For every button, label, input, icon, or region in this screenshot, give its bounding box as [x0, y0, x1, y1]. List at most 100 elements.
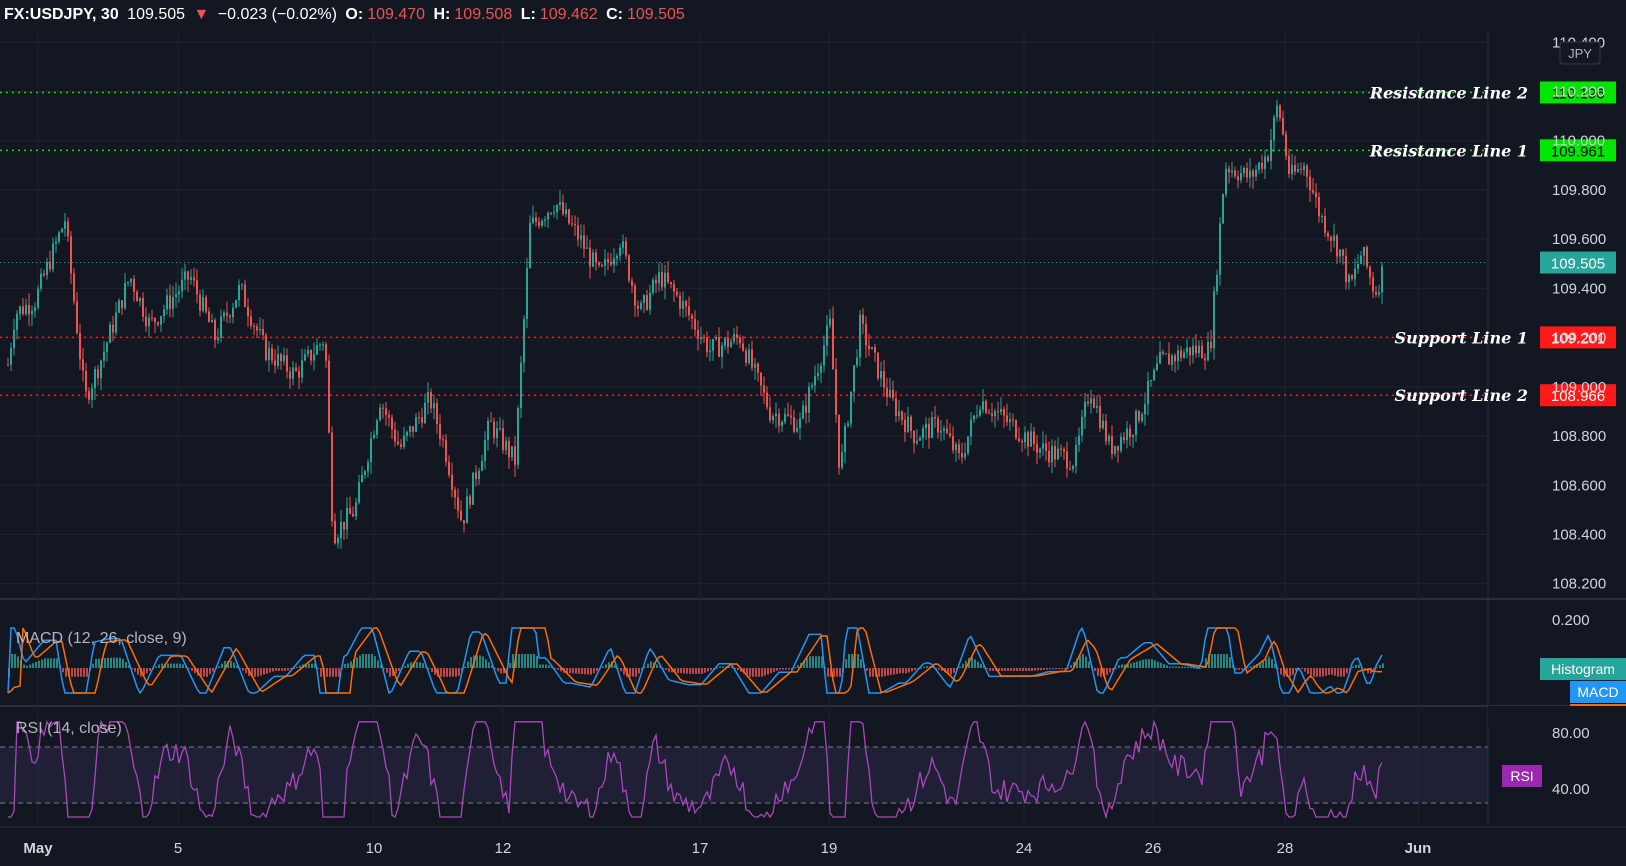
candle-body: [1015, 420, 1017, 439]
macd-legend-label: MACD: [1577, 684, 1618, 700]
macd-histogram-bar: [1148, 659, 1150, 668]
symbol-name[interactable]: FX:USDJPY, 30: [4, 6, 119, 23]
candle-body: [619, 247, 621, 256]
macd-histogram-bar: [740, 668, 742, 672]
sr-line-name: Resistance Line 1: [1369, 141, 1528, 160]
macd-histogram-bar: [1190, 667, 1192, 669]
candle-body: [1132, 434, 1134, 438]
macd-pane[interactable]: 0.200HistogramMACDSignal: [7, 612, 1626, 726]
macd-histogram-bar: [557, 668, 559, 670]
macd-histogram-bar: [389, 668, 391, 677]
macd-histogram-bar: [293, 668, 295, 669]
rsi-title: RSI (14, close): [16, 720, 122, 737]
macd-histogram-bar: [647, 663, 649, 668]
macd-histogram-bar: [605, 664, 607, 668]
candle-body: [1039, 448, 1041, 453]
horizontal-lines[interactable]: Resistance Line 2 110.196 Resistance Line …: [0, 81, 1616, 407]
macd-histogram-bar: [902, 668, 904, 674]
macd-histogram-bar: [872, 668, 874, 677]
macd-histogram-bar: [449, 668, 451, 677]
candle-body: [1072, 466, 1074, 470]
macd-histogram-bar: [209, 668, 211, 675]
candle-body: [649, 292, 651, 310]
candle-body: [667, 272, 669, 283]
macd-histogram-bar: [329, 668, 331, 677]
candle-body: [583, 235, 585, 249]
macd-histogram-bar: [482, 656, 484, 668]
candle-body: [580, 235, 582, 240]
candle-body: [1084, 401, 1086, 417]
macd-histogram-bar: [476, 655, 478, 668]
candle-body: [481, 460, 483, 471]
candle-body: [1312, 190, 1314, 193]
macd-histogram-bar: [767, 668, 769, 675]
macd-histogram-bar: [362, 654, 364, 668]
macd-histogram-bar: [1157, 661, 1159, 668]
candle-body: [436, 403, 438, 424]
macd-histogram-bar: [494, 668, 496, 669]
candle-body: [121, 300, 123, 309]
candle-body: [214, 320, 216, 341]
candle-body: [442, 439, 444, 441]
candle-body: [79, 333, 81, 360]
macd-histogram-bar: [278, 668, 280, 671]
candle-body: [949, 433, 951, 437]
candle-body: [976, 415, 978, 417]
macd-histogram-bar: [911, 668, 913, 672]
candle-body: [70, 236, 72, 274]
time-axis[interactable]: May 5 10 12 17 19 24 26 28 Jun: [23, 840, 1431, 857]
candle-body: [682, 300, 684, 309]
candle-body: [823, 345, 825, 366]
rsi-pane[interactable]: 80.00 40.00 RSI: [0, 719, 1590, 820]
candle-body: [1216, 274, 1218, 292]
macd-histogram-bar: [821, 656, 823, 668]
last-price: 109.505: [127, 6, 186, 23]
macd-histogram-bar: [1181, 666, 1183, 668]
candle-body: [412, 426, 414, 432]
macd-histogram-bar: [812, 656, 814, 668]
candle-body: [1198, 345, 1200, 354]
candle-body: [433, 403, 435, 409]
macd-histogram-bar: [878, 668, 880, 677]
candle-body: [1186, 347, 1188, 353]
macd-histogram-bar: [1118, 665, 1120, 668]
rsi-tick-label: 40.00: [1552, 781, 1590, 798]
candle-body: [1228, 168, 1230, 173]
candle-body: [1264, 156, 1266, 169]
candle-body: [58, 232, 60, 242]
macd-histogram-bar: [602, 666, 604, 668]
macd-histogram-bar: [1076, 658, 1078, 668]
candle-body: [562, 202, 564, 215]
macd-histogram-bar: [914, 668, 916, 671]
macd-histogram-bar: [854, 654, 856, 668]
macd-histogram-bar: [65, 668, 67, 677]
macd-histogram-bar: [1142, 659, 1144, 668]
macd-histogram-bar: [614, 664, 616, 668]
candle-body: [1357, 264, 1359, 269]
candle-body: [1234, 170, 1236, 177]
macd-histogram-bar: [926, 666, 928, 668]
macd-histogram-bar: [1082, 654, 1084, 668]
currency-badge: [1559, 41, 1601, 65]
candle-body: [610, 261, 612, 265]
price-axis[interactable]: 110.400110.200110.000109.800109.600109.4…: [1552, 34, 1606, 592]
candle-body: [595, 252, 597, 263]
macd-histogram-bar: [1007, 668, 1009, 671]
macd-histogram-bar: [1109, 668, 1111, 673]
price-tick-label: 108.800: [1552, 428, 1606, 445]
macd-histogram-bar: [839, 668, 841, 677]
candle-body: [13, 329, 15, 349]
macd-histogram-bar: [377, 660, 379, 668]
candle-body: [589, 247, 591, 267]
macd-histogram-bar: [167, 663, 169, 668]
macd-histogram-bar: [44, 658, 46, 668]
macd-histogram-bar: [776, 668, 778, 671]
macd-histogram-bar: [365, 654, 367, 668]
candle-body: [1018, 438, 1020, 442]
macd-histogram-bar: [707, 668, 709, 672]
macd-histogram-bar: [683, 668, 685, 674]
candle-body: [1150, 380, 1152, 382]
macd-histogram-bar: [242, 668, 244, 671]
candle-body: [115, 312, 117, 333]
